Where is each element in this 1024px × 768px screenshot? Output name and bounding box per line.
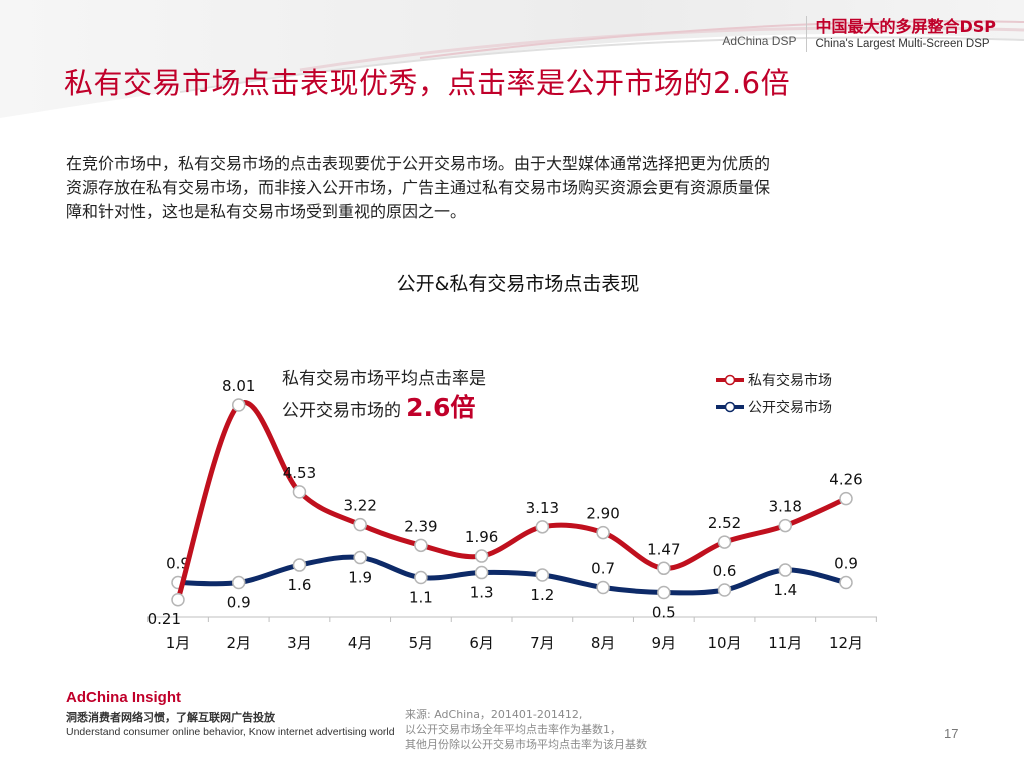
series-line-public <box>175 554 849 596</box>
legend-public-marker <box>724 401 736 413</box>
data-point-private <box>231 398 246 412</box>
x-axis-ticks <box>147 617 877 622</box>
intro-line: 在竞价市场中，私有交易市场的点击表现要优于公开交易市场。由于大型媒体通常选择把更… <box>66 154 771 173</box>
data-label-public: 0.7 <box>591 560 615 578</box>
data-point-public <box>414 570 428 585</box>
brand-slogan-en: China's Largest Multi-Screen DSP <box>815 37 990 50</box>
data-point-private <box>596 525 610 540</box>
data-label-public: 1.1 <box>409 589 433 607</box>
data-label-public: 0.9 <box>227 594 251 612</box>
brand-small: AdChina DSP <box>722 34 797 48</box>
header-brand: AdChina DSP 中国最大的多屏整合DSP China's Largest… <box>722 14 996 54</box>
x-axis-label: 8月 <box>591 634 616 652</box>
series-layer: 0.90.91.6 1.91.1 1.3 1.20.70.50.61.40.90.21… <box>148 377 863 628</box>
data-point-public <box>839 575 853 590</box>
footer-slogan-en: Understand consumer online behavior, Kno… <box>66 726 395 738</box>
data-point-public <box>353 550 367 565</box>
data-point-public <box>657 585 671 600</box>
x-axis-label: 2月 <box>226 634 251 652</box>
data-label-private: 2.52 <box>708 514 741 532</box>
data-point-private <box>657 561 671 576</box>
data-point-private <box>353 517 367 532</box>
x-axis-label: 6月 <box>469 634 494 652</box>
x-axis-label: 11月 <box>768 634 802 652</box>
page-number: 17 <box>944 726 959 741</box>
data-label-private: 1.96 <box>465 528 498 546</box>
brand-slogan-cn: 中国最大的多屏整合DSP <box>815 16 996 36</box>
x-axis-label: 1月 <box>166 634 191 652</box>
data-label-private: 1.47 <box>647 540 680 558</box>
legend: 私有交易市场 公开交易市场 <box>716 372 832 416</box>
data-label-private: 3.13 <box>526 499 559 517</box>
data-point-private <box>171 593 185 607</box>
data-point-private <box>717 535 732 549</box>
x-axis-label: 9月 <box>652 634 677 652</box>
data-label-private: 2.39 <box>404 517 437 535</box>
intro-line: 资源存放在私有交易市场，而非接入公开市场，广告主通过私有交易市场购买资源会更有资… <box>66 178 771 197</box>
data-label-public: 1.4 <box>773 581 797 599</box>
annotation-value: 2.6倍 <box>406 393 475 422</box>
annotation-line1: 私有交易市场平均点击率是 <box>282 369 486 389</box>
source-line: 以公开交易市场全年平均点击率作为基数1， <box>405 723 621 736</box>
chart-title: 公开&私有交易市场点击表现 <box>397 273 640 295</box>
data-point-public <box>778 563 793 577</box>
source-note: 来源: AdChina，201401-201412, 以公开交易市场全年平均点击… <box>405 707 647 752</box>
annotation-line2: 公开交易市场的 2.6倍 <box>282 393 475 422</box>
intro-paragraph: 在竞价市场中，私有交易市场的点击表现要优于公开交易市场。由于大型媒体通常选择把更… <box>66 152 956 224</box>
x-axis-label: 5月 <box>409 634 434 652</box>
data-label-private: 0.21 <box>148 610 181 628</box>
footer-brand: AdChina Insight <box>66 689 181 706</box>
header-swoosh <box>0 0 1024 118</box>
brand-divider <box>806 16 808 52</box>
data-label-public: 0.6 <box>713 562 737 580</box>
x-axis-label: 10月 <box>707 634 741 652</box>
x-axis-label: 4月 <box>348 634 373 652</box>
page-title: 私有交易市场点击表现优秀，点击率是公开市场的2.6倍 <box>64 66 791 100</box>
x-axis-labels: 1月 2月 3月 4月 5月 6月 7月 8月 9月 10月 11月 12月 <box>166 634 863 652</box>
data-label-private: 3.22 <box>343 497 376 515</box>
source-line: 其他月份除以公开交易市场平均点击率为该月基数 <box>405 738 647 751</box>
data-label-private: 3.18 <box>769 498 802 516</box>
data-point-private <box>535 520 550 534</box>
x-axis-label: 3月 <box>287 634 312 652</box>
data-point-public <box>292 558 307 572</box>
data-label-private: 8.01 <box>222 377 255 395</box>
annotation-prefix: 公开交易市场的 <box>282 401 401 421</box>
data-point-public <box>474 565 489 580</box>
x-axis-label: 7月 <box>530 634 555 652</box>
intro-line: 障和针对性，这也是私有交易市场受到重视的原因之一。 <box>66 202 467 221</box>
data-point-private <box>414 538 428 553</box>
data-point-private <box>292 485 307 499</box>
data-label-public: 1.2 <box>530 586 554 604</box>
data-label-public: 1.3 <box>470 584 494 602</box>
data-label-private: 2.90 <box>586 505 619 523</box>
footer-slogan-cn: 洞悉消费者网络习惯，了解互联网广告投放 <box>66 711 275 724</box>
data-point-public <box>535 568 550 582</box>
data-label-public: 0.5 <box>652 604 676 622</box>
x-axis-label: 12月 <box>829 634 863 652</box>
data-label-private: 4.53 <box>283 464 316 482</box>
source-line: 来源: AdChina，201401-201412, <box>405 708 583 721</box>
data-point-private <box>474 549 489 563</box>
data-label-public: 0.9 <box>834 555 858 573</box>
legend-private-label: 私有交易市场 <box>748 372 832 389</box>
data-label-public: 1.6 <box>288 576 312 594</box>
data-point-private <box>839 491 853 506</box>
legend-public-label: 公开交易市场 <box>748 399 832 416</box>
data-label-private: 4.26 <box>829 471 862 489</box>
legend-private-marker <box>724 374 736 386</box>
data-label-public: 1.9 <box>348 569 372 587</box>
data-point-public <box>717 583 732 597</box>
data-point-public <box>231 575 246 590</box>
brand-slogan: 中国最大的多屏整合DSP China's Largest Multi-Scree… <box>815 17 996 52</box>
data-point-private <box>778 518 793 533</box>
data-point-public <box>596 580 610 595</box>
